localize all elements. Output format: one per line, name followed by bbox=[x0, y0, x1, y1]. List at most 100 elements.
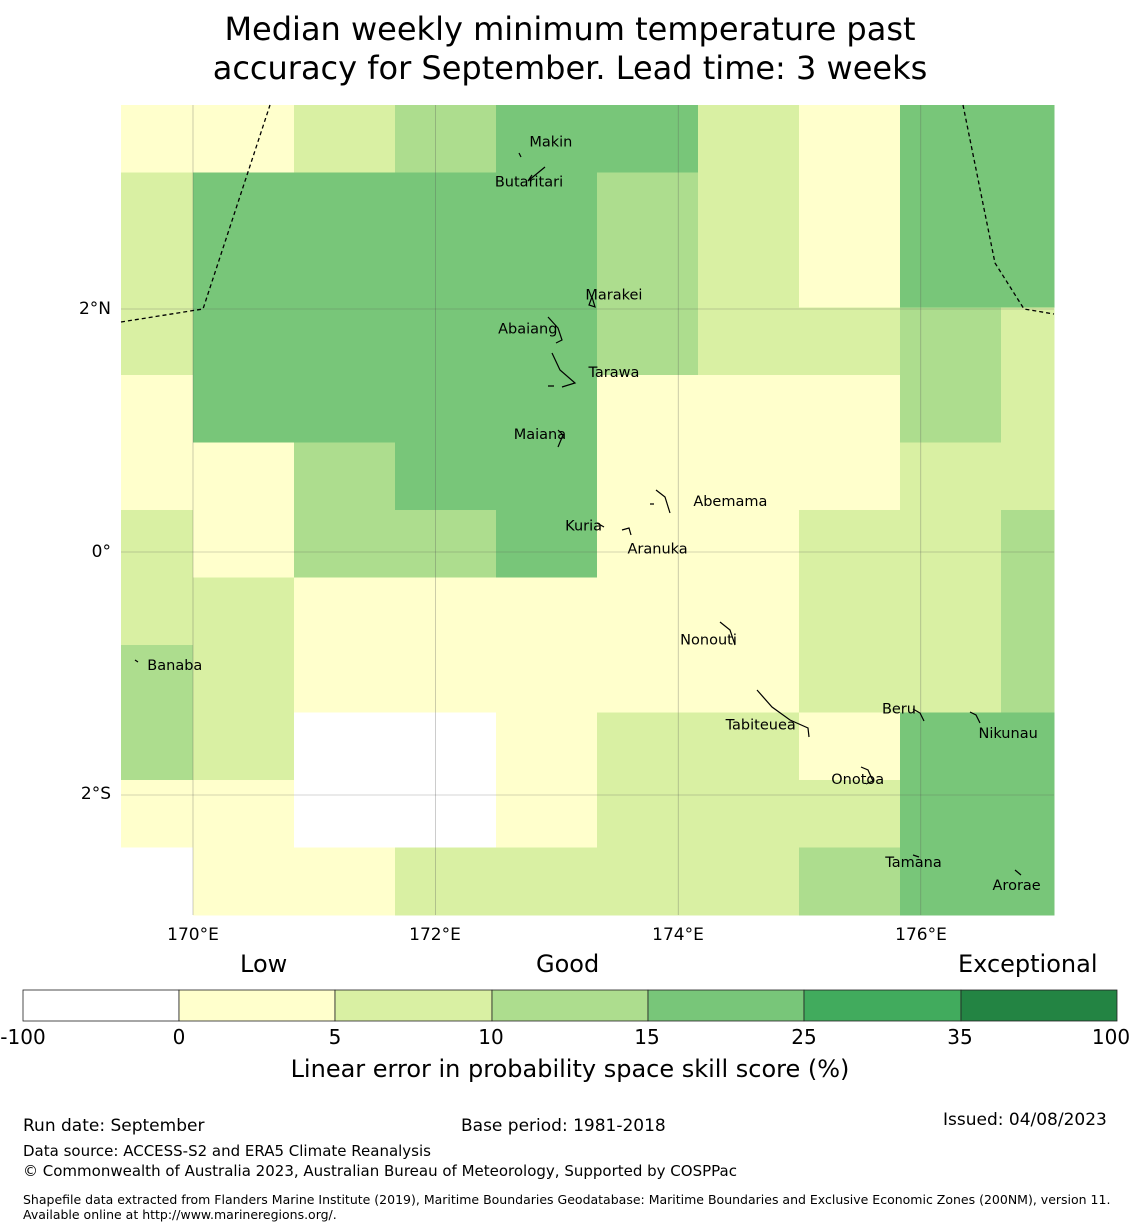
island-label-abemama: Abemama bbox=[693, 494, 767, 510]
island-label-aranuka: Aranuka bbox=[627, 541, 687, 557]
lon-label-170e: 170°E bbox=[167, 925, 219, 945]
grid-cell bbox=[900, 172, 1002, 241]
grid-cell bbox=[1001, 780, 1055, 848]
grid-cell bbox=[799, 172, 901, 241]
colorbar-swatch bbox=[22, 989, 180, 1022]
grid-cell bbox=[799, 645, 901, 713]
island-label-makin: Makin bbox=[529, 134, 572, 150]
grid-cell bbox=[900, 780, 1002, 848]
colorbar-swatch bbox=[334, 989, 493, 1022]
map-title-line-2: accuracy for September. Lead time: 3 wee… bbox=[212, 49, 928, 87]
island-outline bbox=[547, 316, 563, 344]
grid-cell bbox=[1001, 307, 1055, 376]
grid-cell bbox=[496, 375, 598, 443]
grid-cell bbox=[597, 105, 699, 173]
grid-cell bbox=[799, 307, 901, 376]
colorbar-tick: 5 bbox=[328, 1025, 342, 1049]
grid-cell bbox=[698, 577, 800, 646]
grid-cell bbox=[193, 375, 295, 443]
island-label-tamana: Tamana bbox=[884, 855, 941, 871]
grid-cell bbox=[121, 780, 194, 848]
grid-cell bbox=[496, 172, 598, 241]
island-labels: Makin Butaritari Marakei Abaiang Tarawa Maian… bbox=[147, 134, 1041, 894]
colorbar-tick: -100 bbox=[0, 1025, 46, 1049]
grid-cell bbox=[1001, 105, 1055, 173]
grid-cell bbox=[900, 577, 1002, 646]
eez-boundary-west bbox=[120, 104, 271, 323]
grid-cell bbox=[121, 645, 194, 713]
grid-cell bbox=[698, 105, 800, 173]
grid-cell bbox=[294, 307, 396, 376]
grid-cell bbox=[395, 780, 497, 848]
grid-cell bbox=[294, 375, 396, 443]
grid-cell bbox=[597, 712, 699, 781]
grid-cell bbox=[1001, 240, 1055, 308]
grid-cell bbox=[597, 240, 699, 308]
grid-cell bbox=[395, 240, 497, 308]
eez-boundary-east bbox=[962, 104, 1055, 315]
colorbar-swatch bbox=[803, 989, 962, 1022]
grid-cell bbox=[294, 645, 396, 713]
grid-cell bbox=[1001, 172, 1055, 241]
grid-cell bbox=[193, 510, 295, 578]
colorbar-swatch bbox=[647, 989, 805, 1022]
grid-cell bbox=[121, 442, 194, 511]
lat-label-2n: 2°N bbox=[78, 299, 111, 319]
map-title: Median weekly minimum temperature past a… bbox=[0, 10, 1140, 88]
island-label-butaritari: Butaritari bbox=[495, 174, 563, 190]
skill-grid bbox=[121, 105, 1055, 916]
colorbar bbox=[22, 989, 1118, 1022]
grid-cell bbox=[799, 577, 901, 646]
grid-cell bbox=[294, 712, 396, 781]
island-label-marakei: Marakei bbox=[585, 287, 642, 303]
island-outline bbox=[134, 659, 139, 663]
island-label-arorae: Arorae bbox=[993, 878, 1041, 894]
graticule bbox=[121, 105, 1054, 915]
grid-cell bbox=[121, 172, 194, 241]
grid-cell bbox=[597, 847, 699, 916]
colorbar-tick: 0 bbox=[172, 1025, 186, 1049]
grid-cell bbox=[193, 172, 295, 241]
legend-category-exceptional: Exceptional bbox=[958, 950, 1098, 978]
grid-cell bbox=[1001, 712, 1055, 781]
grid-cell bbox=[496, 442, 598, 511]
grid-cell bbox=[698, 172, 800, 241]
grid-cell bbox=[395, 712, 497, 781]
run-date: Run date: September bbox=[23, 1116, 205, 1136]
grid-cell bbox=[1001, 510, 1055, 578]
grid-cell bbox=[121, 510, 194, 578]
legend-category-low: Low bbox=[240, 950, 288, 978]
grid-cell bbox=[597, 375, 699, 443]
grid-cell bbox=[496, 105, 598, 173]
grid-cell bbox=[294, 172, 396, 241]
grid-cell bbox=[900, 712, 1002, 781]
grid-cell bbox=[799, 442, 901, 511]
grid-cell bbox=[597, 780, 699, 848]
grid-cell bbox=[496, 307, 598, 376]
base-period: Base period: 1981-2018 bbox=[461, 1116, 666, 1136]
island-label-banaba: Banaba bbox=[147, 658, 202, 674]
grid-cell bbox=[193, 712, 295, 781]
grid-cell bbox=[294, 442, 396, 511]
grid-cell bbox=[395, 172, 497, 241]
data-source: Data source: ACCESS-S2 and ERA5 Climate … bbox=[23, 1142, 431, 1160]
grid-cell bbox=[294, 510, 396, 578]
skill-score-map: Makin Butaritari Marakei Abaiang Tarawa Maian… bbox=[120, 104, 1055, 916]
island-label-onotoa: Onotoa bbox=[831, 772, 884, 788]
grid-cell bbox=[1001, 645, 1055, 713]
grid-cell bbox=[597, 172, 699, 241]
grid-cell bbox=[193, 307, 295, 376]
island-outline bbox=[650, 489, 671, 514]
grid-cell bbox=[900, 375, 1002, 443]
colorbar-tick: 100 bbox=[1091, 1025, 1131, 1049]
grid-cell bbox=[698, 847, 800, 916]
grid-cell bbox=[1001, 375, 1055, 443]
grid-cell bbox=[799, 105, 901, 173]
legend-category-good: Good bbox=[536, 950, 600, 978]
grid-cell bbox=[597, 577, 699, 646]
grid-cell bbox=[900, 645, 1002, 713]
island-outline bbox=[1014, 869, 1022, 876]
grid-cell bbox=[900, 240, 1002, 308]
grid-cell bbox=[395, 375, 497, 443]
grid-cell bbox=[900, 847, 1002, 916]
